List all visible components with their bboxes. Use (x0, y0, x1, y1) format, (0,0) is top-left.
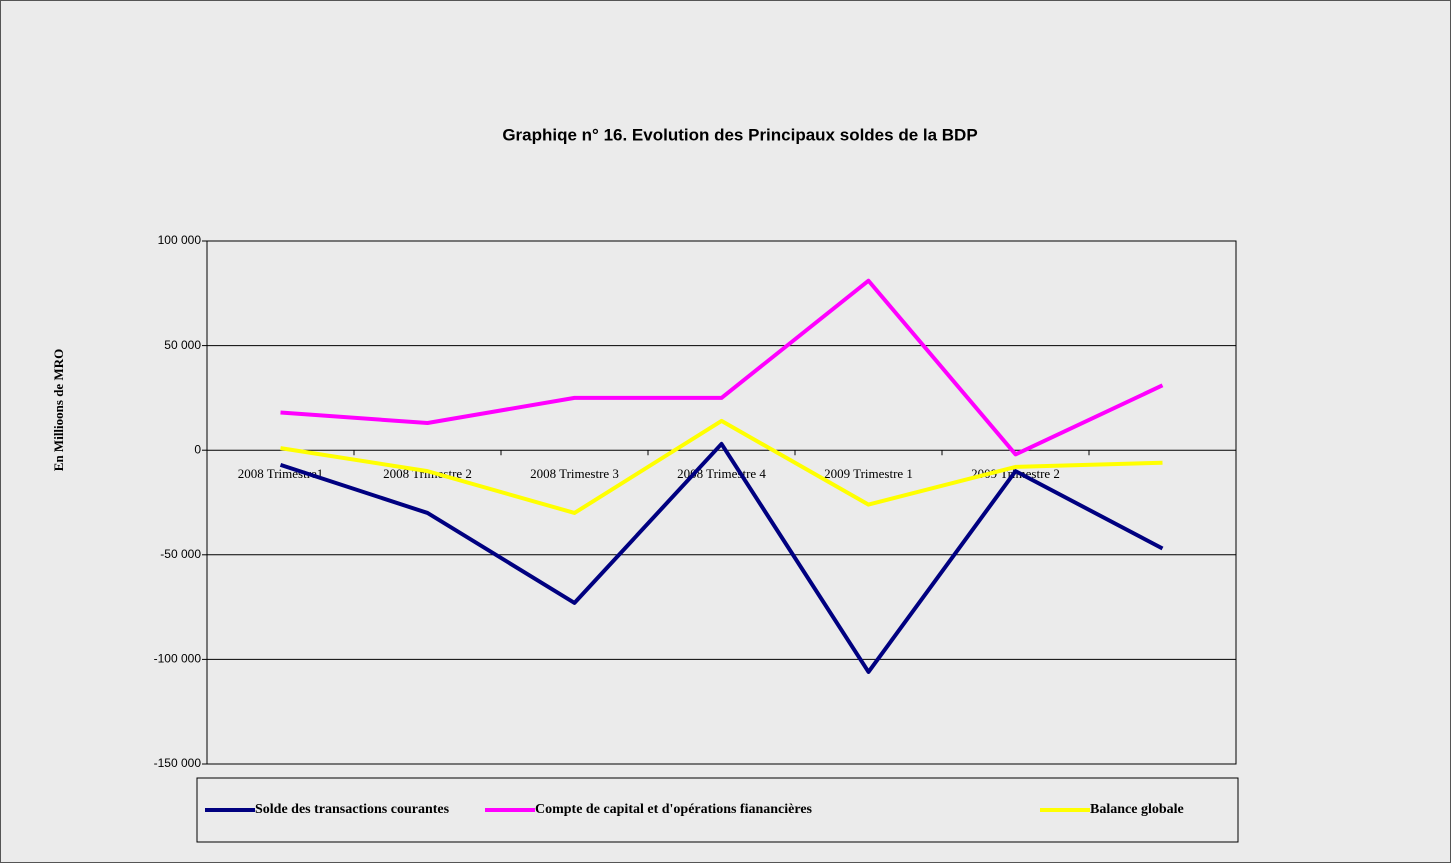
x-tick-label: 2009 Trimestre 1 (824, 466, 913, 481)
y-tick-label: -50 000 (160, 547, 201, 561)
y-axis-label: En Millioons de MRO (51, 349, 66, 471)
y-tick-label: 50 000 (164, 338, 201, 352)
chart-title: Graphiqe n° 16. Evolution des Principaux… (502, 125, 977, 144)
series-line (280, 418, 1163, 515)
legend-label: Balance globale (1090, 802, 1184, 817)
legend-label: Solde des transactions courantes (255, 802, 450, 817)
y-tick-label: 100 000 (158, 233, 202, 247)
series-line (279, 441, 1164, 674)
y-tick-label: -100 000 (154, 652, 202, 666)
legend-label: Compte de capital et d'opérations fianan… (535, 802, 813, 817)
series-line (280, 278, 1164, 457)
x-tick-label: 2008 Trimestre 3 (530, 466, 619, 481)
y-tick-label: 0 (194, 442, 201, 456)
y-tick-label: -150 000 (154, 756, 202, 770)
